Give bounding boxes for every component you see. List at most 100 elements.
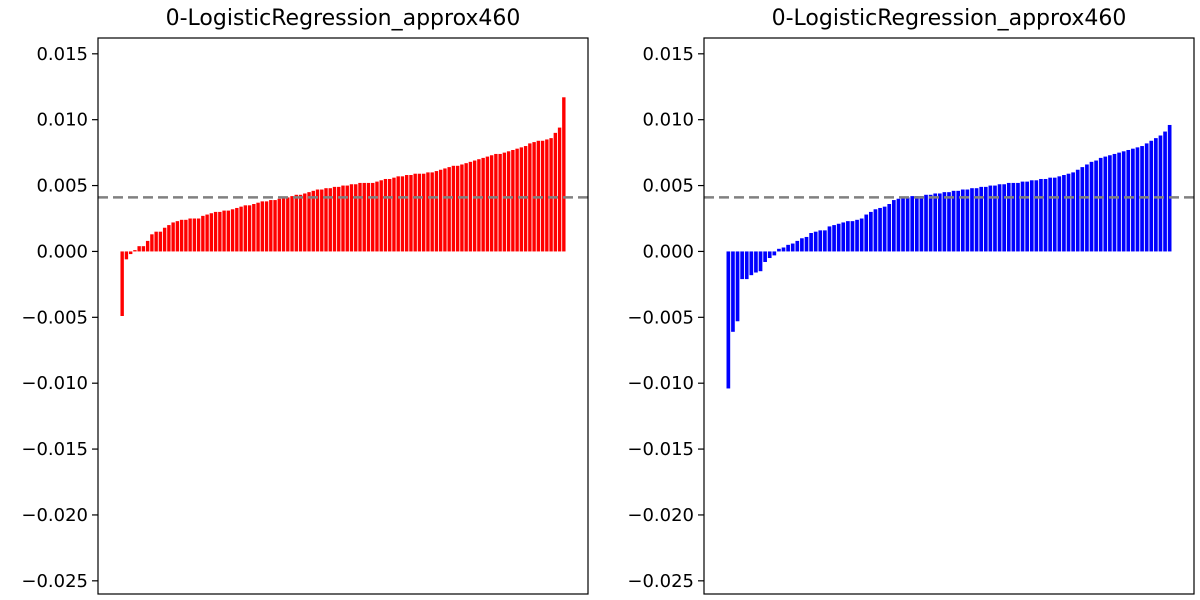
- y-tick-label: 0.000: [36, 241, 88, 262]
- bar: [735, 251, 740, 322]
- bar: [481, 157, 485, 252]
- bar: [758, 251, 763, 272]
- bar: [545, 139, 549, 252]
- bar: [315, 189, 320, 252]
- bar: [515, 148, 519, 252]
- bar: [836, 223, 841, 252]
- bar: [341, 185, 345, 252]
- bar: [809, 233, 813, 252]
- bar: [960, 189, 965, 252]
- bar: [562, 97, 566, 252]
- bar: [887, 204, 892, 252]
- bar: [933, 193, 938, 252]
- bar: [528, 143, 532, 252]
- y-tick-label: −0.015: [627, 439, 694, 460]
- chart-title: 0-LogisticRegression_approx460: [772, 6, 1127, 31]
- bar: [1043, 178, 1048, 252]
- y-tick-label: −0.010: [627, 373, 694, 394]
- bar: [965, 189, 970, 252]
- bar: [188, 218, 192, 252]
- bar: [1149, 140, 1154, 252]
- bar: [489, 155, 494, 252]
- bar: [901, 197, 905, 252]
- bar: [137, 246, 141, 252]
- bar: [371, 182, 375, 252]
- bar: [928, 194, 933, 252]
- bar: [464, 163, 468, 252]
- bar: [345, 185, 349, 252]
- bar: [1121, 151, 1126, 252]
- bar: [777, 248, 781, 252]
- bar: [167, 225, 171, 252]
- bar: [1002, 184, 1006, 252]
- bar: [553, 132, 558, 252]
- bar: [205, 214, 209, 252]
- bar: [184, 219, 188, 252]
- bar: [754, 251, 758, 273]
- bar: [1117, 152, 1121, 252]
- bar: [937, 193, 942, 252]
- bar: [494, 153, 498, 252]
- bar: [536, 140, 541, 252]
- chart-title: 0-LogisticRegression_approx460: [166, 6, 521, 31]
- bar: [294, 194, 298, 252]
- bar: [256, 202, 260, 252]
- bar: [213, 211, 218, 252]
- bar: [354, 184, 358, 252]
- bar: [324, 188, 328, 252]
- bar: [426, 172, 430, 252]
- bar: [726, 251, 731, 389]
- bar: [247, 205, 252, 252]
- bar: [252, 204, 256, 252]
- bar: [974, 188, 979, 252]
- bar: [540, 140, 545, 252]
- bar: [396, 176, 400, 252]
- bar: [388, 178, 392, 252]
- bar: [120, 251, 124, 316]
- bar: [328, 188, 332, 252]
- bar: [230, 209, 235, 252]
- bar: [171, 222, 175, 252]
- bar: [1080, 167, 1085, 252]
- plot-frame: [97, 37, 589, 595]
- bar: [1052, 177, 1057, 252]
- bar: [1048, 177, 1052, 252]
- bar: [281, 197, 286, 252]
- bar: [1020, 181, 1025, 252]
- bar: [1140, 146, 1144, 252]
- bar: [192, 218, 197, 252]
- y-tick-label: −0.025: [627, 571, 694, 592]
- bar: [1011, 182, 1016, 252]
- bar: [1066, 173, 1071, 252]
- bar: [869, 211, 873, 252]
- bar: [375, 181, 379, 252]
- bar: [269, 200, 273, 252]
- bar: [332, 186, 337, 252]
- bar: [311, 190, 315, 252]
- y-tick-label: −0.010: [21, 373, 88, 394]
- bar: [460, 164, 464, 252]
- bar: [1135, 147, 1140, 252]
- bar: [744, 251, 749, 280]
- bar: [1108, 155, 1112, 252]
- bar: [1103, 156, 1108, 252]
- bar: [988, 185, 993, 252]
- y-tick-label: 0.005: [36, 176, 88, 197]
- bar: [307, 192, 311, 252]
- bar: [956, 190, 961, 252]
- bar: [781, 247, 786, 252]
- y-tick-label: 0.010: [642, 110, 694, 131]
- bar: [878, 207, 882, 252]
- bar: [421, 173, 426, 252]
- bar: [511, 149, 515, 252]
- y-tick-label: −0.020: [21, 505, 88, 526]
- bar: [951, 190, 956, 252]
- chart-panel-left: 0-LogisticRegression_approx460 0.015 0.010…: [21, 6, 589, 595]
- bar: [914, 196, 919, 252]
- bar: [150, 234, 154, 252]
- bar: [1131, 148, 1135, 252]
- bar: [273, 200, 277, 252]
- bar: [786, 244, 790, 252]
- bar: [128, 251, 133, 255]
- bar: [823, 230, 827, 252]
